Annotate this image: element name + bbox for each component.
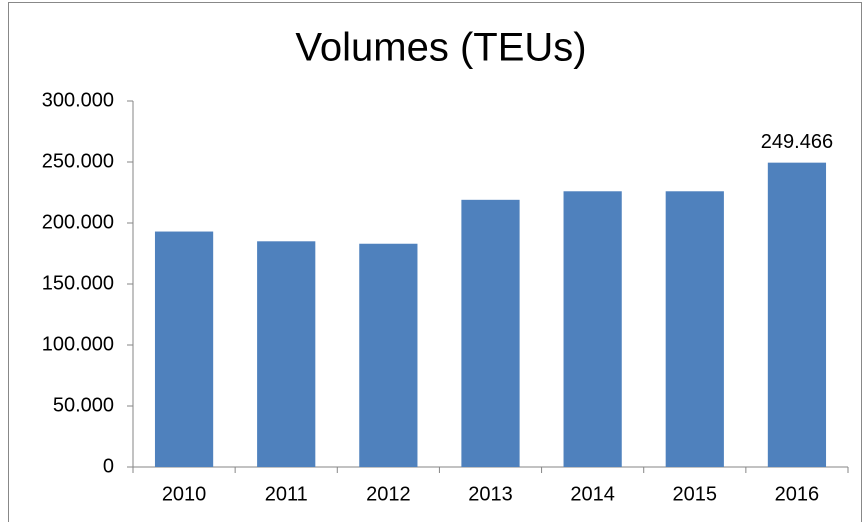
y-tick-label: 150.000 [42, 272, 114, 294]
bar [767, 162, 827, 467]
x-tick-label: 2012 [366, 483, 411, 505]
y-tick-label: 0 [103, 455, 114, 477]
bar [154, 231, 214, 467]
x-tick-label: 2015 [673, 483, 718, 505]
x-tick-label: 2011 [265, 483, 308, 505]
chart-frame [8, 2, 862, 522]
y-tick-label: 200.000 [42, 211, 114, 233]
bar [563, 191, 622, 467]
y-tick-label: 100.000 [42, 333, 114, 355]
x-tick-label: 2013 [468, 483, 513, 505]
bar [665, 191, 724, 467]
y-tick-label: 50.000 [53, 394, 114, 416]
x-tick-label: 2014 [570, 483, 615, 505]
bar [257, 241, 316, 467]
x-tick-label: 2016 [775, 483, 820, 505]
y-tick-label: 250.000 [42, 150, 114, 172]
data-label: 249.466 [761, 131, 833, 153]
y-tick-label: 300.000 [42, 89, 114, 111]
bar [461, 199, 520, 467]
x-tick-label: 2010 [162, 483, 207, 505]
bar [359, 243, 418, 467]
chart-title: Volumes (TEUs) [295, 26, 586, 70]
